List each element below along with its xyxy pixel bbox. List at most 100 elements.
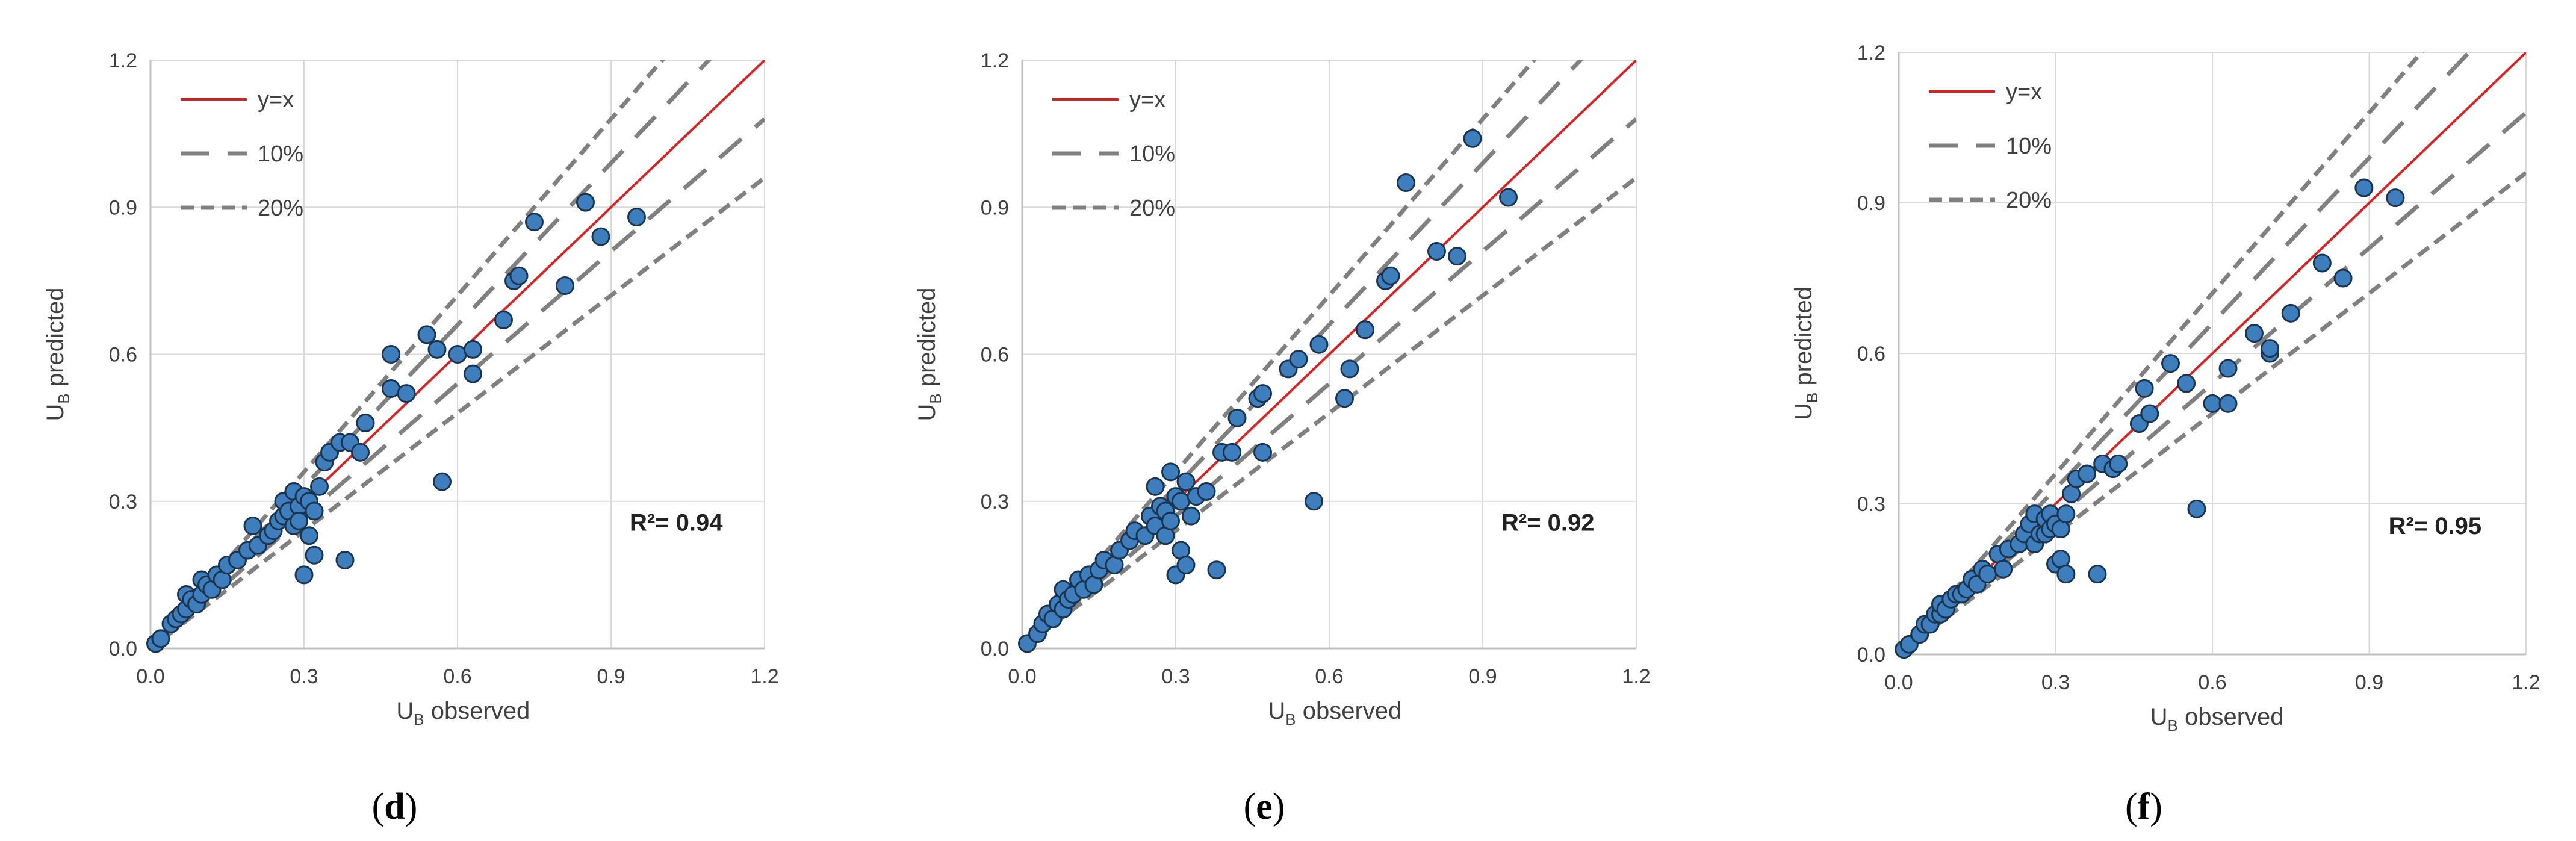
y-tick-label: 0.6 <box>109 344 137 367</box>
data-point <box>1895 640 1914 659</box>
data-point <box>2129 414 2149 433</box>
data-point <box>1427 242 1446 261</box>
data-point <box>1999 539 2018 559</box>
y-tick-label: 0.0 <box>1857 644 1885 666</box>
data-point <box>202 580 222 599</box>
data-point <box>300 526 318 545</box>
data-point <box>556 276 574 296</box>
data-point <box>192 585 211 604</box>
data-point <box>320 442 339 462</box>
y-axis-title: UB predicted <box>914 288 945 421</box>
data-point <box>2025 504 2044 524</box>
data-point <box>187 595 206 614</box>
legend-label: y=x <box>2006 79 2042 105</box>
upper-10pct-line <box>1899 52 2472 654</box>
data-point <box>2078 464 2097 483</box>
data-point <box>464 340 482 359</box>
data-point <box>1156 501 1175 521</box>
data-point <box>627 208 646 227</box>
data-point <box>1176 472 1196 491</box>
data-point <box>294 565 314 585</box>
y-tick-label: 1.2 <box>981 49 1009 72</box>
data-point <box>1463 129 1482 148</box>
data-point <box>2041 504 2060 524</box>
data-point <box>1146 516 1165 535</box>
data-point <box>1074 580 1093 599</box>
data-point <box>1166 565 1185 585</box>
data-point <box>1141 506 1159 526</box>
legend-label: 20% <box>1129 196 1175 221</box>
data-point <box>1172 541 1190 560</box>
data-point <box>1135 526 1155 545</box>
upper-10pct-line <box>151 60 712 648</box>
y-tick-label: 0.9 <box>1857 192 1885 215</box>
data-point <box>264 521 283 541</box>
data-point <box>192 570 211 589</box>
data-point <box>576 193 595 212</box>
data-point <box>2056 504 2076 524</box>
data-point <box>351 442 370 462</box>
data-point <box>2088 565 2107 584</box>
identity-line <box>1022 60 1636 648</box>
data-point <box>464 364 482 383</box>
x-tick-label: 0.0 <box>1884 671 1913 694</box>
data-point <box>315 453 334 472</box>
data-point <box>335 550 355 569</box>
data-point <box>1156 526 1175 545</box>
data-point <box>341 433 359 452</box>
data-point <box>290 497 308 516</box>
upper-20pct-line <box>1022 60 1537 648</box>
legend-label: y=x <box>1129 87 1165 113</box>
data-point <box>274 506 293 526</box>
y-tick-label: 0.0 <box>109 638 137 660</box>
data-point <box>397 384 416 403</box>
data-point <box>1018 634 1037 653</box>
data-point <box>146 634 165 653</box>
data-point <box>1054 580 1073 599</box>
data-point <box>494 311 513 330</box>
legend-label: 20% <box>258 196 303 221</box>
data-point <box>2056 565 2076 584</box>
x-tick-label: 0.6 <box>2198 671 2226 694</box>
upper-20pct-line <box>1899 52 2424 654</box>
data-point <box>1207 560 1226 580</box>
data-point <box>417 325 436 344</box>
reference-lines <box>1022 60 1636 648</box>
data-point <box>1994 559 2013 579</box>
data-point <box>1079 565 1098 585</box>
data-point <box>525 213 544 232</box>
data-point <box>1899 635 1919 654</box>
y-tick-label: 1.2 <box>109 49 137 72</box>
r-squared-label: R²= 0.94 <box>630 510 723 536</box>
data-point <box>1166 487 1185 506</box>
data-point <box>1110 541 1129 560</box>
x-tick-label: 0.0 <box>136 665 164 688</box>
data-point <box>1182 506 1200 526</box>
data-point <box>1197 482 1216 501</box>
data-point <box>2218 359 2238 378</box>
data-point <box>1936 600 1955 619</box>
data-point <box>1967 574 1987 594</box>
data-point <box>2281 303 2300 323</box>
data-point <box>427 340 447 359</box>
data-point <box>1381 266 1400 285</box>
data-point <box>1947 585 1966 604</box>
data-point <box>1920 615 1940 634</box>
data-point <box>2177 374 2196 393</box>
data-point <box>274 492 293 511</box>
data-point <box>259 526 278 545</box>
reference-lines <box>151 60 765 648</box>
data-point <box>1499 188 1518 207</box>
data-point <box>2051 550 2070 569</box>
data-point <box>2354 178 2374 197</box>
data-point <box>2218 394 2238 413</box>
data-point <box>161 614 181 633</box>
data-point <box>1926 604 1945 624</box>
data-point <box>1279 359 1298 379</box>
upper-20pct-line <box>151 60 665 648</box>
data-point <box>269 511 288 530</box>
data-point <box>2020 514 2039 533</box>
panel-label: (f) <box>2125 786 2162 827</box>
data-point <box>167 609 185 628</box>
data-point <box>305 545 324 565</box>
